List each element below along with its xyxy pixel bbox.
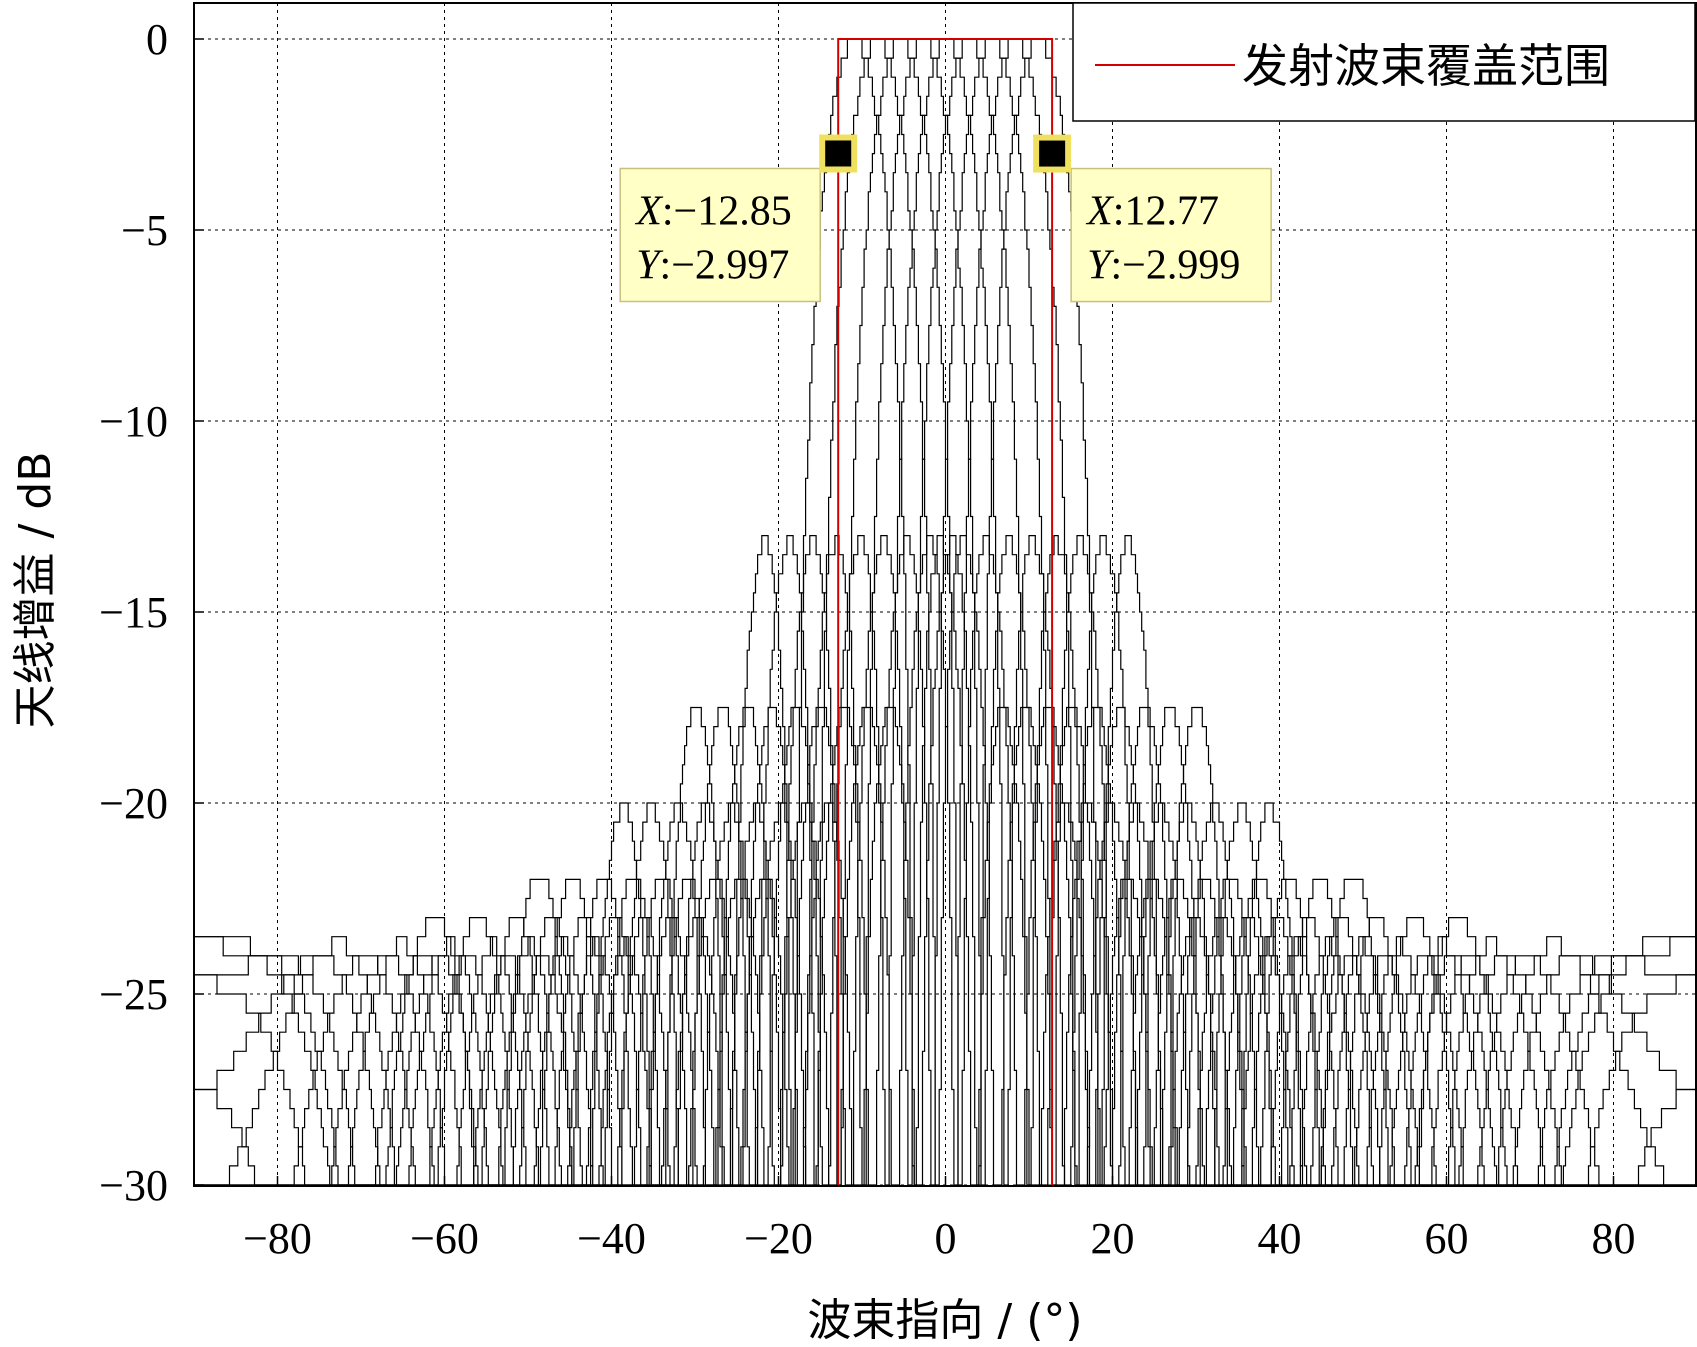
y-tick-label: −5 [121,206,168,255]
datatip-y-label: Y [636,242,664,288]
datatip[interactable]: X:−12.85 Y:−2.997 [619,134,858,303]
datatip-box [1070,167,1272,303]
legend-box [1072,2,1696,122]
y-tick-label: −10 [99,397,168,446]
y-axis-title: 天线增益 / dB [10,452,61,729]
datatip-y-label: Y [1087,243,1115,289]
datatip-x-text: X:−12.85 [634,188,792,234]
coverage-line [837,38,1054,1185]
datatip-y-value: :−2.999 [1110,243,1240,289]
y-tick-label: −25 [99,970,168,1019]
beam-pattern-line [194,38,1697,1186]
x-tick-label: −80 [243,1214,312,1263]
x-tick-label: 0 [935,1214,957,1263]
datatip-marker[interactable] [1039,140,1066,167]
datatip-box [619,167,821,303]
datatip-x-text: X:12.77 [1085,189,1219,235]
x-tick-label: −20 [744,1214,813,1263]
x-tick-label: −60 [410,1214,479,1263]
beam-pattern-line [194,38,1697,1186]
y-tick-label: −15 [99,588,168,637]
y-tick-label: −30 [99,1161,168,1210]
datatip-x-value: :−12.85 [662,188,792,234]
datatip-marker[interactable] [825,140,852,167]
legend-label-coverage: 发射波束覆盖范围 [1242,39,1610,93]
x-tick-label: 40 [1258,1214,1302,1263]
beam-pattern-line [194,38,1697,1186]
datatip[interactable]: X:12.77 Y:−2.999 [1033,134,1272,303]
y-tick-label: 0 [146,15,168,64]
axis-ticks: −80 −60 −40 −20 0 20 40 60 80 0 −5 −10 −15 −20 −25 −30 [99,15,1635,1263]
x-tick-label: −40 [577,1214,646,1263]
x-tick-label: 60 [1425,1214,1469,1263]
y-tick-label: −20 [99,779,168,828]
datatip-x-label: X [1085,189,1115,235]
datatip-y-text: Y:−2.999 [1087,243,1240,289]
datatip-y-text: Y:−2.997 [636,242,789,288]
legend: 发射波束覆盖范围 [1072,2,1696,122]
coverage-series [837,38,1054,1185]
datatip-x-value: :12.77 [1113,189,1219,235]
datatip-x-label: X [634,188,664,234]
x-tick-label: 20 [1091,1214,1135,1263]
datatip-y-value: :−2.997 [660,242,790,288]
x-axis-title: 波束指向 / (°) [807,1295,1082,1346]
x-tick-label: 80 [1592,1214,1636,1263]
